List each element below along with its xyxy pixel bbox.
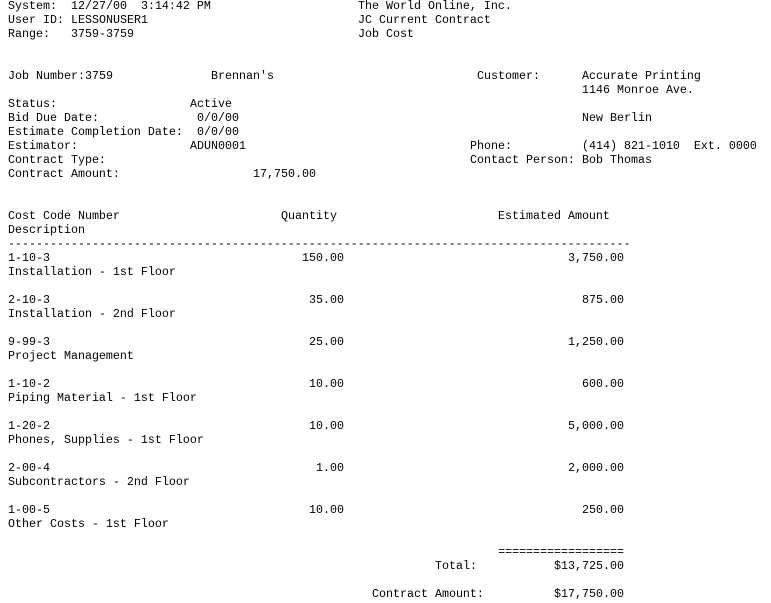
cost-code: 1-10-2 (8, 377, 50, 391)
contract-amount-value: 17,750.00 (253, 167, 316, 181)
cost-code: 9-99-3 (8, 335, 50, 349)
col-header-quantity: Quantity (281, 209, 337, 223)
quantity: 10.00 (309, 377, 344, 391)
est-completion-label: Estimate Completion Date: (8, 125, 183, 139)
job-number-label: Job Number: (8, 69, 85, 83)
header-separator: ----------------------------------------… (8, 237, 631, 251)
cost-code: 1-00-5 (8, 503, 50, 517)
cost-description: Subcontractors - 2nd Floor (8, 475, 190, 489)
cost-description: Phones, Supplies - 1st Floor (8, 433, 204, 447)
user-id-label: User ID: (8, 13, 64, 27)
cost-code: 2-00-4 (8, 461, 50, 475)
bid-due-value: 0/0/00 (197, 111, 239, 125)
quantity: 35.00 (309, 293, 344, 307)
company-name: The World Online, Inc. (358, 0, 512, 13)
estimated-amount: 600.00 (582, 377, 624, 391)
estimated-amount: 250.00 (582, 503, 624, 517)
system-datetime: 12/27/00 3:14:42 PM (71, 0, 211, 13)
quantity: 10.00 (309, 503, 344, 517)
col-header-code: Cost Code Number (8, 209, 120, 223)
cost-description: Installation - 2nd Floor (8, 307, 176, 321)
customer-city: New Berlin (582, 111, 652, 125)
estimated-amount: 3,750.00 (568, 251, 624, 265)
contract-total-value: $17,750.00 (554, 587, 624, 601)
status-label: Status: (8, 97, 57, 111)
status-value: Active (190, 97, 232, 111)
customer-address: 1146 Monroe Ave. (582, 83, 694, 97)
estimated-amount: 2,000.00 (568, 461, 624, 475)
estimator-value: ADUN0001 (190, 139, 246, 153)
total-value: $13,725.00 (554, 559, 624, 573)
job-name: Brennan's (211, 69, 274, 83)
phone-value: (414) 821-1010 Ext. 0000 (582, 139, 757, 153)
contract-total-label: Contract Amount: (372, 587, 484, 601)
cost-code: 2-10-3 (8, 293, 50, 307)
estimated-amount: 5,000.00 (568, 419, 624, 433)
estimator-label: Estimator: (8, 139, 78, 153)
range-label: Range: (8, 27, 50, 41)
est-completion-value: 0/0/00 (197, 125, 239, 139)
system-label: System: (8, 0, 57, 13)
quantity: 25.00 (309, 335, 344, 349)
cost-description: Other Costs - 1st Floor (8, 517, 169, 531)
estimated-amount: 875.00 (582, 293, 624, 307)
bid-due-label: Bid Due Date: (8, 111, 99, 125)
report-subtitle: Job Cost (358, 27, 414, 41)
total-label: Total: (435, 559, 477, 573)
quantity: 1.00 (316, 461, 344, 475)
contract-amount-label: Contract Amount: (8, 167, 120, 181)
cost-description: Piping Material - 1st Floor (8, 391, 197, 405)
customer-label: Customer: (477, 69, 540, 83)
contract-type-label: Contract Type: (8, 153, 106, 167)
cost-code: 1-20-2 (8, 419, 50, 433)
estimated-amount: 1,250.00 (568, 335, 624, 349)
user-id-value: LESSONUSER1 (71, 13, 148, 27)
phone-label: Phone: (470, 139, 512, 153)
job-number: 3759 (85, 69, 113, 83)
quantity: 10.00 (309, 419, 344, 433)
contact-label: Contact Person: (470, 153, 575, 167)
cost-description: Installation - 1st Floor (8, 265, 176, 279)
report-title: JC Current Contract (358, 13, 491, 27)
col-header-amount: Estimated Amount (498, 209, 610, 223)
cost-code: 1-10-3 (8, 251, 50, 265)
contact-value: Bob Thomas (582, 153, 652, 167)
col-header-description: Description (8, 223, 85, 237)
total-rule: ================== (498, 545, 624, 559)
cost-description: Project Management (8, 349, 134, 363)
range-value: 3759-3759 (71, 27, 134, 41)
quantity: 150.00 (302, 251, 344, 265)
customer-name: Accurate Printing (582, 69, 701, 83)
